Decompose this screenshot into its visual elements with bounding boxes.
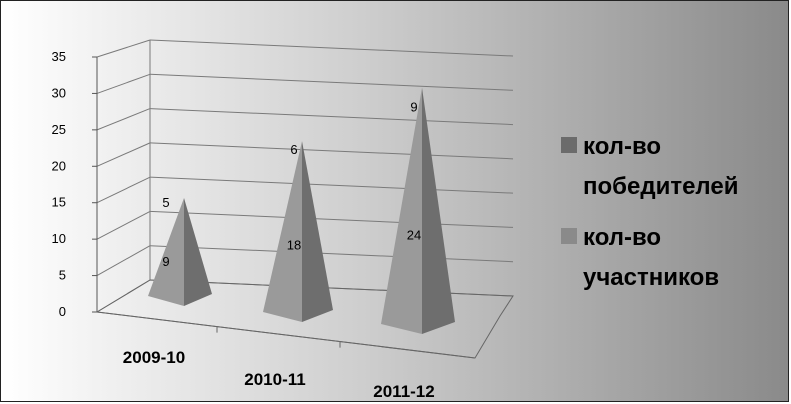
pyramid-face: [148, 198, 184, 306]
data-label: 9: [410, 99, 417, 114]
y-tick-label: 0: [59, 304, 66, 319]
legend-label: кол-во: [583, 224, 661, 251]
side-gridline: [96, 39, 151, 58]
y-tick-label: 5: [59, 268, 66, 283]
legend-swatch: [561, 137, 577, 153]
side-gridline: [96, 73, 151, 94]
legend-label: кол-во: [583, 133, 661, 160]
side-gridline: [96, 245, 151, 277]
legend-label: победителей: [583, 173, 738, 200]
pyramid-face: [263, 141, 302, 322]
pyramid-face: [381, 87, 422, 334]
pyramid-side: [422, 87, 455, 334]
data-label: 9: [162, 254, 169, 269]
category-label: 2010-11: [244, 370, 305, 389]
data-label: 24: [407, 228, 421, 243]
gridline: [149, 73, 514, 91]
pyramid-side: [184, 198, 212, 306]
data-label: 6: [290, 142, 297, 157]
y-tick-label: 30: [52, 85, 66, 100]
data-label: 5: [162, 195, 169, 210]
category-label: 2011-12: [373, 382, 434, 401]
y-tick-label: 10: [52, 231, 66, 246]
pyramid-side: [302, 141, 333, 322]
legend-label: участников: [583, 264, 719, 291]
side-gridline: [96, 108, 151, 131]
x-axis: [96, 311, 476, 359]
side-gridline: [96, 176, 151, 204]
gridline: [149, 210, 514, 228]
category-label: 2009-10: [123, 348, 185, 367]
gridline: [149, 142, 514, 160]
gridline: [149, 39, 514, 57]
legend-swatch: [561, 228, 577, 244]
y-tick-label: 20: [52, 158, 66, 173]
y-tick-label: 35: [52, 49, 66, 64]
data-label: 18: [287, 237, 301, 252]
side-gridline: [96, 142, 151, 167]
gridline: [149, 176, 514, 194]
gridline: [149, 245, 514, 263]
gridline: [149, 108, 514, 126]
side-gridline: [96, 210, 151, 240]
y-tick-label: 15: [52, 195, 66, 210]
y-tick-label: 25: [52, 122, 66, 137]
